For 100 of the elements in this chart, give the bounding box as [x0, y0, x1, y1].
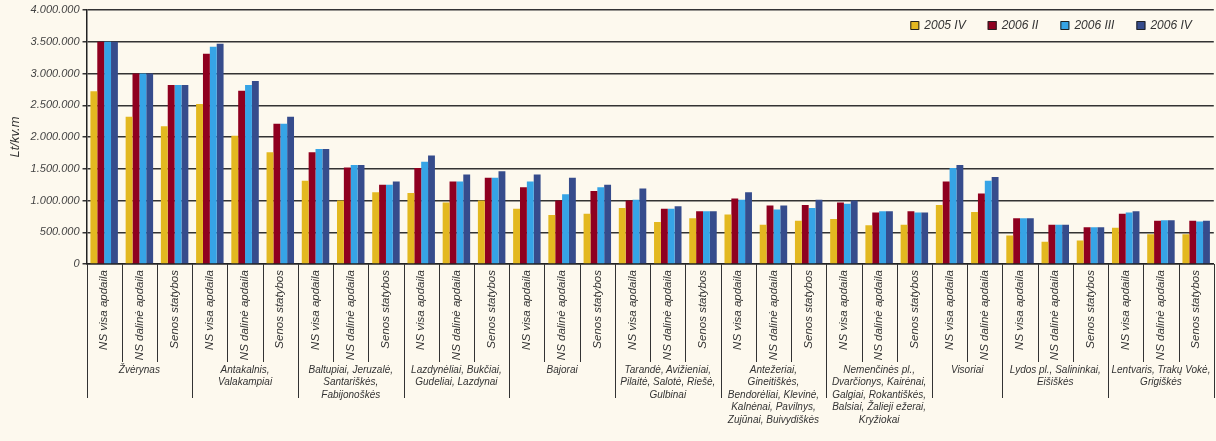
- bar: [97, 41, 105, 264]
- bar: [280, 123, 288, 264]
- legend-label: 2006 II: [1000, 18, 1040, 33]
- bar: [907, 211, 915, 264]
- bar: [886, 211, 893, 264]
- bar: [935, 204, 943, 264]
- bar: [808, 208, 816, 264]
- bar: [759, 224, 767, 264]
- bar: [780, 205, 788, 264]
- bar: [674, 206, 682, 264]
- bar: [597, 187, 605, 264]
- bar: [245, 84, 252, 264]
- bar: [914, 212, 922, 264]
- bar: [90, 91, 98, 264]
- x-tick-label: NS visa apdaila: [731, 270, 744, 350]
- bar: [111, 41, 118, 264]
- bar: [414, 168, 422, 264]
- bar: [139, 73, 147, 264]
- text: Antežeriai, Gineitiškės, Bendorėliai, Klevinė, Kalnėnai, Pavilnys, Zujūnai, Buivydiškės: [726, 363, 820, 425]
- x-tick-label: NS dalinė apdaila: [555, 270, 568, 361]
- x-tick-label: NS visa apdaila: [837, 270, 850, 350]
- bar: [667, 208, 675, 264]
- bar: [689, 218, 697, 264]
- bar: [977, 193, 985, 264]
- y-axis-title: Lt/kv.m: [7, 116, 23, 158]
- x-tick-label: NS dalinė apdaila: [238, 270, 251, 361]
- x-tick-label: NS dalinė apdaila: [449, 270, 462, 361]
- bar: [520, 187, 527, 264]
- text: Lentvaris, Trakų Vokė, Grigiškės: [1111, 363, 1211, 388]
- bar: [1203, 220, 1210, 264]
- bar: [872, 212, 880, 264]
- x-tick-label: NS visa apdaila: [203, 270, 216, 350]
- text: Tarandė, Avižieniai, Pilaitė, Salotė, Riešė, Gulbinai: [620, 363, 716, 400]
- y-tick-label: 4.000.000: [30, 3, 81, 16]
- x-tick-label: NS dalinė apdaila: [132, 270, 145, 361]
- text: Baltupiai, Jeruzalė, Santariškės, Fabijonoškės: [308, 363, 393, 400]
- bar: [745, 192, 752, 264]
- text: Lydos pl., Salininkai, Eišiškės: [1009, 363, 1101, 388]
- bar: [879, 211, 886, 264]
- bar: [456, 181, 464, 264]
- bar: [273, 123, 281, 264]
- x-tick-label: Senos statybos: [1189, 269, 1202, 349]
- x-tick-label: NS dalinė apdaila: [978, 270, 991, 361]
- bar: [160, 126, 168, 264]
- bar: [703, 211, 710, 264]
- x-tick-label: Senos statybos: [696, 269, 709, 349]
- text: Visoriai: [950, 363, 985, 375]
- bar: [513, 208, 520, 264]
- bar: [1013, 218, 1021, 264]
- bar: [231, 135, 239, 264]
- bar: [724, 214, 732, 264]
- bar: [548, 215, 556, 264]
- bar: [1196, 221, 1204, 264]
- bar: [322, 149, 330, 264]
- x-tick-label: NS dalinė apdaila: [766, 270, 779, 361]
- x-tick-label: NS dalinė apdaila: [872, 270, 885, 361]
- legend-label: 2006 IV: [1149, 18, 1193, 33]
- bar: [568, 177, 576, 264]
- bar: [526, 181, 534, 264]
- y-tick-label: 3.500.000: [30, 34, 81, 47]
- bar: [125, 116, 133, 264]
- bar: [1125, 212, 1133, 264]
- bar: [442, 202, 450, 264]
- bar: [865, 225, 873, 264]
- bar: [618, 208, 626, 264]
- x-tick-label: NS visa apdaila: [97, 270, 110, 350]
- bar: [639, 188, 647, 264]
- bar: [491, 177, 499, 264]
- y-tick-label: 500.000: [39, 225, 81, 238]
- bar: [421, 161, 429, 264]
- bar: [251, 81, 259, 264]
- bar: [731, 198, 739, 264]
- bar: [308, 152, 316, 264]
- bar: [146, 73, 154, 264]
- bar: [1160, 220, 1168, 264]
- x-tick-label: NS visa apdaila: [308, 270, 321, 350]
- bar: [850, 200, 858, 264]
- bar: [709, 211, 717, 264]
- bar: [971, 211, 978, 264]
- bar: [1118, 213, 1126, 264]
- bar: [562, 194, 569, 264]
- bar: [738, 199, 746, 264]
- bar: [1048, 224, 1056, 264]
- x-tick-label: NS dalinė apdaila: [343, 270, 356, 361]
- bar: [604, 184, 612, 264]
- bar: [921, 212, 929, 264]
- bar: [181, 84, 189, 264]
- bar: [625, 200, 633, 264]
- bar: [696, 211, 703, 264]
- bar: [1076, 240, 1084, 264]
- bar: [794, 220, 802, 264]
- x-tick-label: NS visa apdaila: [625, 270, 638, 350]
- text: Nemenčinės pl., Dvarčionys, Kairėnai, Galgiai, Rokantiškės, Balsiai, Žalieji ežerai, Kryžiokai: [831, 363, 927, 425]
- x-tick-label: Senos statybos: [273, 269, 286, 349]
- bar: [830, 218, 838, 264]
- bar: [216, 43, 224, 264]
- bar: [407, 192, 415, 264]
- y-tick-label: 3.000.000: [30, 66, 81, 79]
- y-tick-label: 0: [73, 257, 81, 270]
- y-tick-label: 1.000.000: [30, 193, 81, 206]
